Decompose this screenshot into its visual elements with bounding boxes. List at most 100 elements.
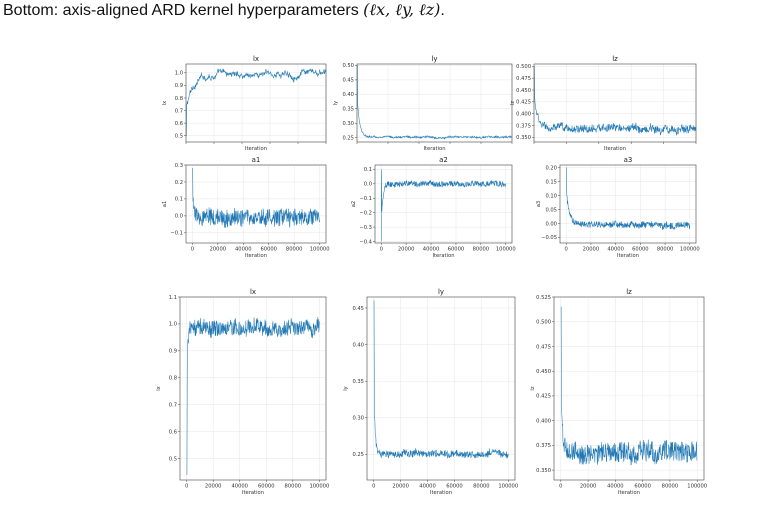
- x-axis-label: Iteration: [430, 490, 452, 496]
- x-axis-label: Iteration: [245, 146, 267, 152]
- x-tick-label: 20000: [583, 247, 600, 253]
- y-tick-label: 0.0: [175, 214, 183, 220]
- plot-frame: [533, 63, 697, 143]
- x-tick-label: 80000: [286, 247, 303, 253]
- y-tick-label: 0.35: [342, 107, 354, 113]
- x-axis-label: Iteration: [242, 490, 264, 496]
- x-tick-label: 100000: [496, 247, 516, 253]
- x-tick-label: 80000: [285, 484, 302, 490]
- x-tick-label: 60000: [634, 484, 651, 490]
- x-tick-label: 0: [191, 247, 194, 253]
- x-tick-label: 0: [372, 484, 375, 490]
- y-tick-label: 0.8: [169, 376, 177, 382]
- trace-panel-3: 0.350 0.375 0.400 0.425 0.450 0.475 0.500 lz Ite…: [510, 55, 697, 152]
- y-tick-label: 0.500: [516, 64, 531, 70]
- x-tick-label: 40000: [607, 484, 624, 490]
- y-axis-label: a3: [536, 201, 542, 207]
- y-tick-label: 0.25: [342, 135, 354, 141]
- x-tick-label: 0: [565, 247, 568, 253]
- y-tick-label: 0.05: [545, 207, 557, 213]
- y-tick-label: 0.475: [536, 344, 551, 350]
- x-tick-label: 60000: [446, 484, 463, 490]
- y-tick-label: 0.5: [169, 456, 177, 462]
- trace-panel-4: −0.1 0.0 0.1 0.2 0.3 0 20000 40000 60000 80000 100…: [162, 156, 330, 259]
- x-tick-label: 40000: [423, 247, 440, 253]
- x-tick-label: 80000: [473, 484, 490, 490]
- panel-title: ly: [431, 55, 437, 63]
- x-tick-label: 40000: [419, 484, 436, 490]
- y-tick-label: 0.400: [516, 111, 531, 117]
- plot-frame: [185, 164, 327, 244]
- panel-title: a1: [252, 156, 261, 164]
- trace-panel-8: 0.25 0.30 0.35 0.40 0.45 0 20000 40000 60000 8000…: [343, 288, 518, 496]
- x-tick-label: 80000: [662, 484, 679, 490]
- y-tick-label: 0.0: [364, 182, 372, 188]
- y-axis-label: lz: [510, 101, 516, 105]
- y-axis-label: lx: [162, 101, 168, 106]
- y-tick-label: −0.4: [359, 239, 372, 245]
- y-tick-label: 0.375: [536, 443, 551, 449]
- caption-end: .: [440, 2, 445, 19]
- x-tick-label: 40000: [607, 247, 624, 253]
- x-tick-label: 60000: [260, 247, 277, 253]
- y-tick-label: −0.1: [359, 196, 372, 202]
- y-tick-label: 0.45: [342, 78, 354, 84]
- y-tick-label: 0.400: [536, 418, 551, 424]
- plot-frame: [559, 164, 697, 244]
- x-tick-label: 60000: [632, 247, 649, 253]
- x-tick-label: 100000: [310, 247, 330, 253]
- trace-panel-9: 0.350 0.375 0.400 0.425 0.450 0.475 0.500 0.525…: [530, 288, 707, 496]
- y-tick-label: 0.20: [545, 166, 557, 172]
- x-tick-label: 40000: [235, 247, 252, 253]
- trace-panel-7: 0.5 0.6 0.7 0.8 0.9 1.0 1.1 0 20000 40000 60000 800…: [156, 288, 329, 496]
- panel-title: a3: [624, 156, 633, 164]
- caption-text: Bottom: axis-aligned ARD kernel hyperpar…: [3, 2, 359, 19]
- x-axis-label: Iteration: [432, 253, 454, 259]
- y-tick-label: 0.450: [516, 88, 531, 94]
- y-axis-label: ly: [343, 386, 349, 391]
- y-tick-label: −0.3: [359, 225, 372, 231]
- y-tick-label: 0.425: [536, 394, 551, 400]
- x-tick-label: 60000: [448, 247, 465, 253]
- y-tick-label: 1.0: [175, 71, 183, 77]
- panel-title: ly: [438, 288, 444, 296]
- y-tick-label: 0.2: [175, 180, 183, 186]
- y-tick-label: 0.10: [545, 193, 557, 199]
- y-tick-label: −0.1: [170, 231, 183, 237]
- trace-series-line: [192, 168, 320, 228]
- panel-title: lx: [253, 55, 259, 63]
- panel-title: lz: [626, 288, 632, 296]
- x-tick-label: 0: [185, 484, 188, 490]
- y-tick-label: 0.00: [545, 221, 557, 227]
- y-tick-label: 0.3: [175, 163, 183, 169]
- x-tick-label: 0: [380, 247, 383, 253]
- y-tick-label: −0.2: [359, 210, 372, 216]
- trace-series-line: [186, 317, 320, 475]
- trace-series-line: [534, 66, 697, 136]
- trace-panel-1: 0.5 0.6 0.7 0.8 0.9 1.0 lx Iteration lx: [162, 55, 327, 152]
- y-tick-label: 0.7: [169, 402, 177, 408]
- x-tick-label: 80000: [657, 247, 674, 253]
- y-tick-label: 0.475: [516, 76, 531, 82]
- plot-frame: [185, 63, 327, 143]
- y-tick-label: 0.45: [352, 306, 364, 312]
- trace-series-line: [380, 169, 506, 242]
- x-tick-label: 100000: [680, 247, 700, 253]
- x-tick-label: 60000: [258, 484, 275, 490]
- trace-series-line: [560, 306, 698, 466]
- y-tick-label: 0.375: [516, 123, 531, 129]
- y-tick-label: 0.40: [342, 92, 354, 98]
- y-tick-label: 1.0: [169, 322, 177, 328]
- y-tick-label: 0.30: [352, 416, 364, 422]
- x-tick-label: 0: [559, 484, 562, 490]
- y-tick-label: 0.450: [536, 369, 551, 375]
- y-axis-label: lx: [156, 386, 162, 391]
- x-tick-label: 20000: [580, 484, 597, 490]
- x-tick-label: 20000: [210, 247, 227, 253]
- x-tick-label: 100000: [687, 484, 707, 490]
- y-tick-label: 0.1: [175, 197, 183, 203]
- plot-frame: [374, 164, 513, 244]
- y-tick-label: 1.1: [169, 295, 177, 301]
- x-axis-label: Iteration: [617, 253, 639, 259]
